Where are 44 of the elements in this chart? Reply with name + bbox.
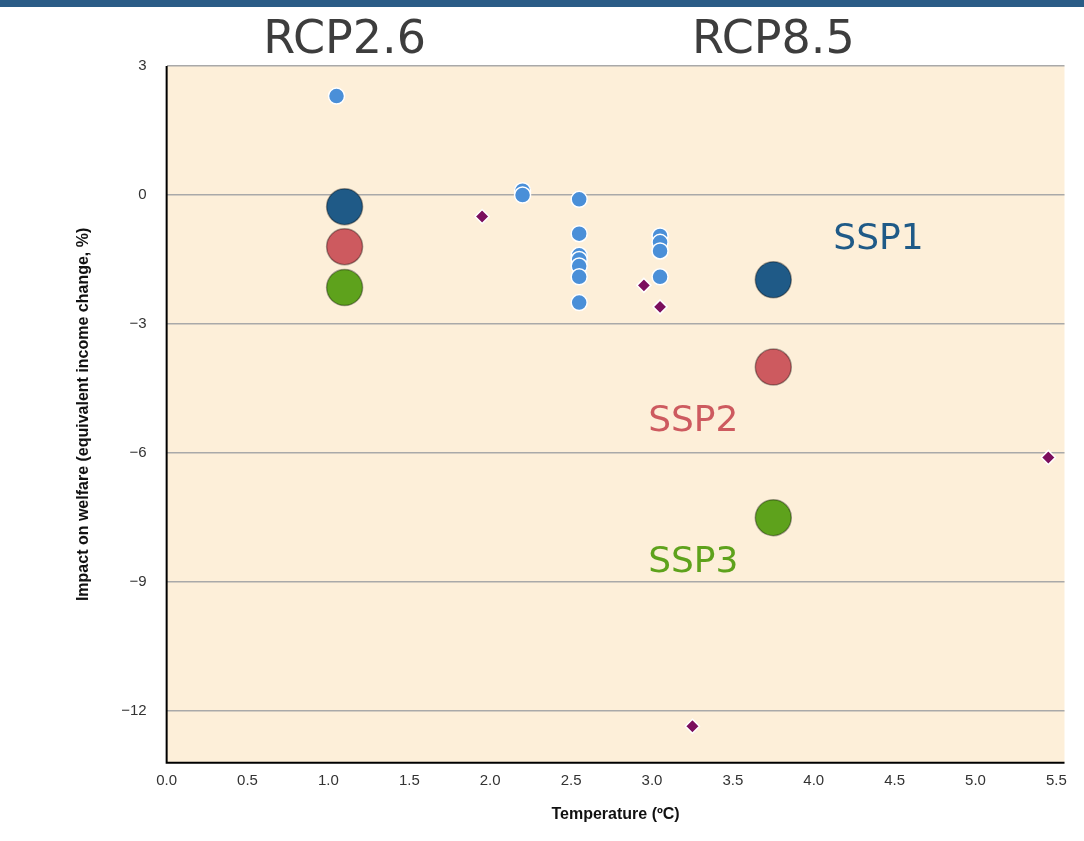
- point: [684, 718, 701, 734]
- point: [570, 225, 588, 243]
- y-axis-title: Impact on welfare (equivalent income change, %): [74, 227, 92, 602]
- point: [651, 268, 669, 286]
- point: [754, 348, 793, 386]
- x-tick-label: 5.5: [1045, 770, 1067, 788]
- series-label: SSP2: [648, 398, 739, 440]
- x-tick-label: 3.0: [641, 770, 663, 788]
- point: [1040, 449, 1057, 466]
- point: [754, 261, 793, 299]
- x-tick-label: 2.5: [560, 770, 582, 788]
- point: [636, 277, 652, 294]
- text: RCP2.6: [263, 9, 426, 64]
- x-tick-label: 5.0: [965, 770, 986, 788]
- point: [651, 242, 669, 260]
- point: [325, 227, 364, 266]
- point: [570, 293, 588, 312]
- y-tick-label: −6: [129, 443, 147, 461]
- point: [754, 498, 793, 537]
- series-label: SSP3: [648, 538, 739, 580]
- point: [652, 299, 668, 315]
- x-tick-label: 0.0: [156, 770, 178, 788]
- y-tick-label: −9: [129, 572, 147, 590]
- point: [327, 87, 346, 105]
- x-tick-label: 2.0: [479, 770, 501, 788]
- text: RCP8.5: [691, 9, 855, 64]
- point: [570, 190, 588, 209]
- point: [570, 268, 588, 286]
- y-tick-label: 0: [138, 185, 147, 203]
- x-tick-label: 4.0: [803, 770, 825, 788]
- point: [325, 187, 364, 226]
- x-tick-label: 1.5: [398, 770, 420, 788]
- y-tick-label: −12: [121, 701, 147, 719]
- point: [513, 186, 532, 204]
- y-tick-label: 3: [138, 56, 147, 74]
- x-tick-label: 0.5: [237, 770, 258, 788]
- point: [474, 208, 490, 225]
- y-tick-label: −3: [129, 314, 147, 332]
- x-tick-label: 1.0: [317, 770, 339, 788]
- x-tick-label: 4.5: [884, 770, 906, 788]
- series-label: SSP1: [833, 216, 924, 258]
- point: [325, 268, 364, 307]
- x-axis-title: Temperature (ºC): [551, 804, 680, 822]
- x-tick-label: 3.5: [722, 770, 744, 788]
